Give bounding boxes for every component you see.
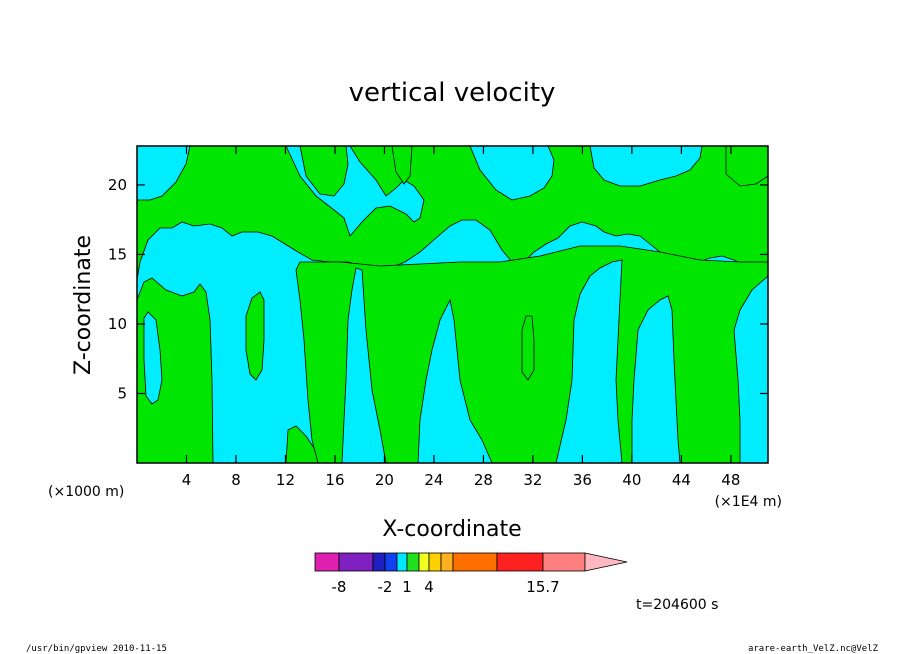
- y-tick-label: 20: [108, 176, 127, 194]
- y-ticks: 5 10 15 20: [108, 176, 768, 402]
- time-label: t=204600 s: [636, 597, 718, 613]
- colorbar-tick-label: -2: [378, 578, 393, 596]
- plot-area: [137, 146, 768, 463]
- y-tick-label: 15: [108, 245, 127, 263]
- y-tick-label: 10: [108, 315, 127, 333]
- x-ticks: 4 8 12 16 20 24 28 32 36 40 44 48: [182, 146, 740, 489]
- colorbar-swatch: [418, 552, 430, 572]
- colorbar-swatch: [384, 552, 398, 572]
- colorbar-overflow-arrow: [584, 552, 628, 572]
- x-tick-label: 32: [523, 471, 542, 489]
- green-island-6: [521, 315, 535, 381]
- cyan-pocket-5: [143, 311, 163, 405]
- colorbar-swatch: [314, 552, 340, 572]
- colorbar-swatch: [542, 552, 586, 572]
- colorbar-swatch: [338, 552, 374, 572]
- x-tick-label: 16: [325, 471, 344, 489]
- plot-frame: [136, 145, 769, 464]
- x-tick-label: 4: [182, 471, 192, 489]
- x-tick-label: 28: [474, 471, 493, 489]
- x-tick-label: 44: [672, 471, 691, 489]
- x-units-right: (×1E4 m): [715, 494, 782, 510]
- x-tick-label: 20: [375, 471, 394, 489]
- chart-title: vertical velocity: [349, 78, 556, 108]
- upper-green-island-1: [391, 146, 413, 185]
- colorbar-tick-label: 4: [424, 578, 434, 596]
- colorbar-tick-labels: -8 -2 1 4 15.7: [332, 578, 560, 596]
- y-axis-label: Z-coordinate: [71, 235, 96, 375]
- lower-green-column-2: [285, 425, 321, 463]
- x-tick-label: 8: [231, 471, 241, 489]
- colorbar: [314, 552, 628, 572]
- x-tick-label: 12: [276, 471, 295, 489]
- footer-right: arare-earth_VelZ.nc@VelZ: [748, 644, 879, 654]
- colorbar-swatch: [396, 552, 408, 572]
- colorbar-swatch: [452, 552, 498, 572]
- y-tick-label: 5: [117, 384, 127, 402]
- x-tick-label: 48: [721, 471, 740, 489]
- colorbar-swatch: [428, 552, 442, 572]
- upper-green-island-3: [299, 146, 349, 197]
- x-tick-label: 40: [622, 471, 641, 489]
- upper-cyan-pocket-1: [137, 146, 191, 201]
- x-tick-label: 24: [424, 471, 443, 489]
- colorbar-swatch: [496, 552, 544, 572]
- colorbar-tick-label: -8: [332, 578, 347, 596]
- colorbar-tick-label: 1: [402, 578, 412, 596]
- green-island-5: [245, 291, 265, 381]
- upper-cyan-pocket-4: [589, 146, 703, 187]
- colorbar-swatch: [440, 552, 454, 572]
- x-units-left: (×1000 m): [48, 484, 124, 500]
- x-axis-label: X-coordinate: [382, 517, 521, 542]
- upper-cyan-pocket-3: [469, 146, 555, 201]
- colorbar-swatch: [406, 552, 420, 572]
- colorbar-swatch: [372, 552, 386, 572]
- x-tick-label: 36: [573, 471, 592, 489]
- colorbar-tick-label: 15.7: [526, 578, 559, 596]
- footer-left: /usr/bin/gpview 2010-11-15: [26, 644, 167, 654]
- upper-green-island-2: [725, 146, 768, 187]
